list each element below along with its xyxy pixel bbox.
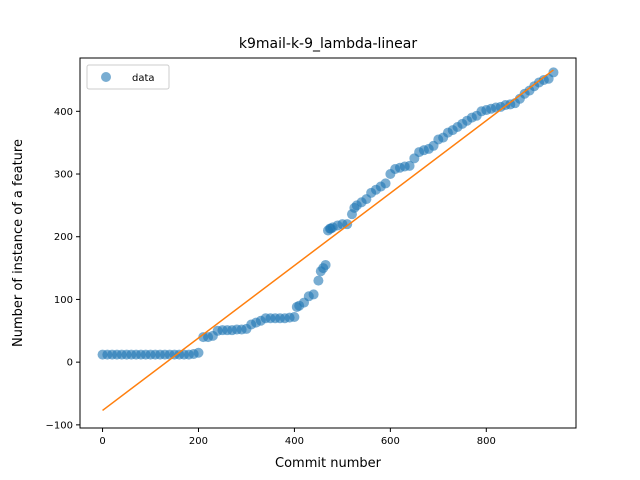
y-axis-label: Number of instance of a feature	[11, 139, 26, 347]
chart-title: k9mail-k-9_lambda-linear	[239, 36, 417, 52]
x-tick-label: 400	[285, 436, 304, 447]
y-axis: −100 0 100 200 300 400	[46, 107, 80, 431]
x-tick-label: 800	[477, 436, 496, 447]
legend-label-data: data	[132, 73, 155, 84]
data-point	[308, 289, 319, 300]
plot-frame	[79, 57, 577, 429]
x-axis-label: Commit number	[275, 456, 382, 471]
data-point	[193, 347, 204, 358]
fit-line	[102, 69, 554, 412]
x-tick-label: 600	[381, 436, 400, 447]
y-tick-label: 300	[54, 170, 73, 181]
data-point	[380, 178, 391, 189]
data-point	[404, 160, 415, 171]
x-tick-label: 0	[99, 436, 105, 447]
y-tick-label: −100	[46, 420, 73, 431]
plot-area	[97, 67, 559, 412]
legend-box	[86, 64, 170, 90]
data-point	[548, 67, 559, 78]
legend: data	[86, 64, 170, 90]
x-axis: 0 200 400 600 800	[99, 428, 496, 447]
data-point	[289, 312, 300, 322]
y-tick-label: 100	[54, 295, 73, 306]
y-tick-label: 200	[54, 232, 73, 243]
y-tick-label: 0	[67, 358, 73, 369]
x-tick-label: 200	[189, 436, 208, 447]
data-point	[320, 259, 331, 270]
y-tick-label: 400	[54, 107, 73, 118]
legend-marker-data	[101, 72, 111, 82]
data-point	[313, 275, 324, 286]
